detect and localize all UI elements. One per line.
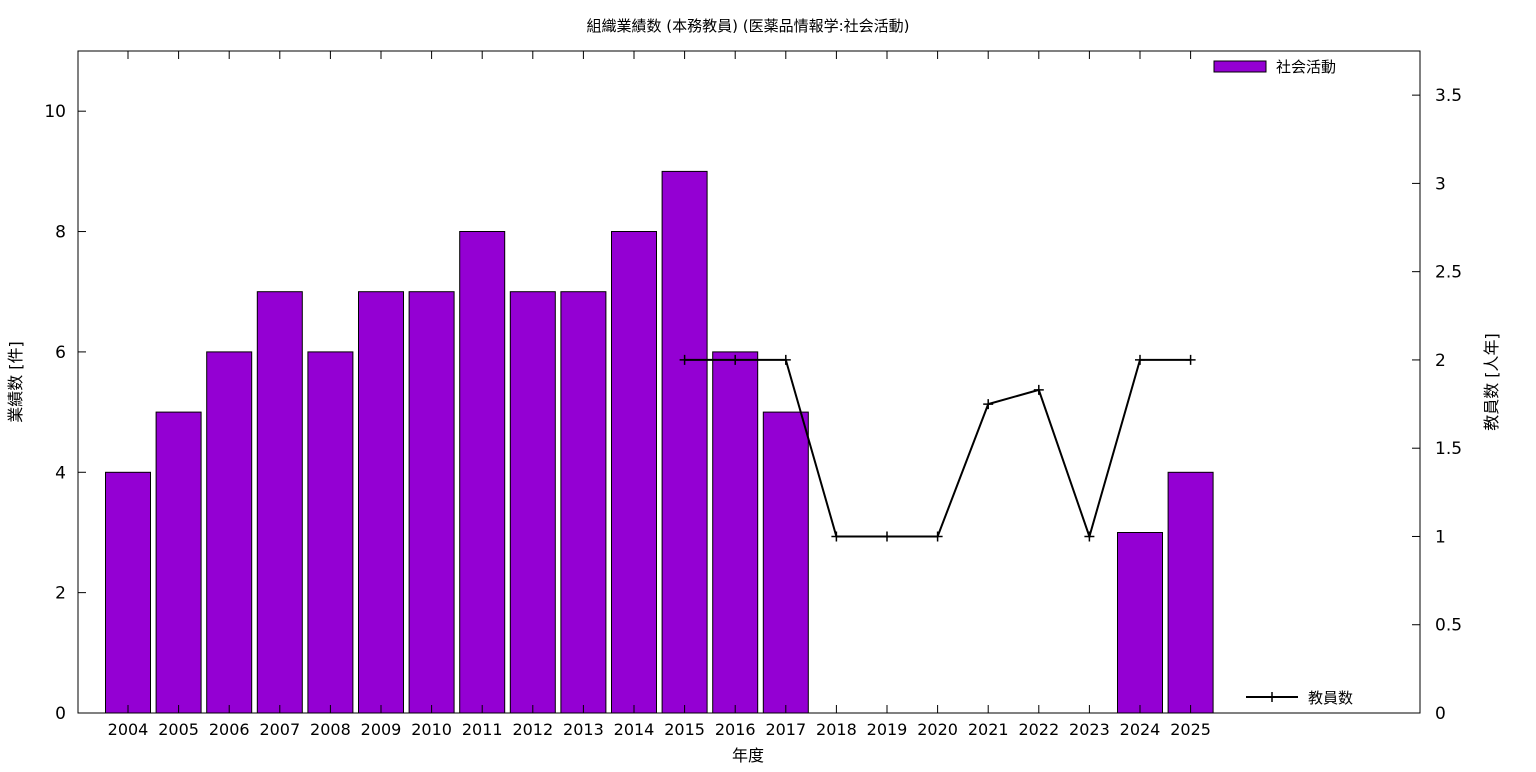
- x-axis-label: 年度: [732, 746, 764, 765]
- x-tick-label: 2025: [1170, 720, 1211, 739]
- bar-2006: [206, 351, 253, 714]
- x-tick-label: 2016: [715, 720, 756, 739]
- line-series-group: [679, 354, 1196, 542]
- line-point-2016: [730, 354, 741, 365]
- line-point-2018: [831, 531, 842, 542]
- x-tick-label: 2014: [614, 720, 655, 739]
- bar-2009: [358, 291, 404, 714]
- bar-2013: [560, 291, 607, 714]
- y2-tick-label: 2.5: [1435, 263, 1462, 283]
- y-axis-label: 業績数 [件]: [6, 341, 25, 423]
- y2-tick-label: 2: [1435, 351, 1446, 371]
- y2-tick-label: 3: [1435, 174, 1446, 194]
- x-tick-label: 2018: [816, 720, 857, 739]
- y2-tick-label: 3.5: [1435, 86, 1462, 106]
- x-tick-label: 2012: [512, 720, 553, 739]
- x-tick-label: 2005: [158, 720, 199, 739]
- x-tick-label: 2019: [867, 720, 908, 739]
- y2-tick-label: 0: [1435, 704, 1446, 724]
- bar-2007: [256, 291, 303, 714]
- y-tick-label: 8: [55, 223, 66, 243]
- y2-tick-label: 1.5: [1435, 439, 1462, 459]
- bar-2008: [307, 351, 354, 714]
- legend-bars: 社会活動: [1213, 58, 1336, 76]
- line-point-2022: [1033, 384, 1044, 395]
- bar-2005: [155, 411, 202, 714]
- legend-bar-swatch: [1213, 60, 1267, 73]
- x-tick-label: 2008: [310, 720, 351, 739]
- x-tick-label: 2011: [462, 720, 503, 739]
- x-tick-label: 2010: [411, 720, 452, 739]
- x-tick-label: 2004: [108, 720, 149, 739]
- line-point-2020: [932, 531, 943, 542]
- bar-2014: [611, 231, 657, 714]
- x-tick-label: 2007: [259, 720, 300, 739]
- x-tick-label: 2022: [1018, 720, 1059, 739]
- chart-title: 組織業績数 (本務教員) (医薬品情報学:社会活動): [586, 17, 909, 35]
- line-point-2017: [780, 354, 791, 365]
- x-tick-label: 2024: [1120, 720, 1161, 739]
- y2-axis-label: 教員数 [人年]: [1482, 333, 1501, 431]
- bar-2015: [661, 170, 708, 714]
- y-tick-label: 6: [55, 343, 66, 363]
- line-point-2023: [1084, 531, 1095, 542]
- y2-tick-label: 1: [1435, 527, 1446, 547]
- bar-2025: [1167, 471, 1214, 714]
- x-tick-label: 2023: [1069, 720, 1110, 739]
- x-axis: 2004 2005 2006 2007 2008 2009 2010 2011 2012 2013…: [108, 51, 1211, 739]
- bar-2016: [712, 351, 759, 714]
- line-teacher-count: [684, 358, 1191, 540]
- bar-2012: [509, 291, 556, 714]
- x-tick-label: 2020: [917, 720, 958, 739]
- legend-line-label: 教員数: [1308, 689, 1353, 707]
- y-tick-label: 0: [55, 704, 66, 724]
- y-tick-label: 2: [55, 584, 66, 604]
- line-point-2019: [882, 531, 892, 542]
- bar-2010: [408, 291, 455, 714]
- bar-2004: [105, 471, 151, 714]
- bar-2024: [1117, 532, 1163, 714]
- bar-2011: [459, 231, 506, 714]
- y-axis-right: 0 0.5 1 1.5 2 2.5 3 3.5: [1412, 86, 1462, 724]
- y-tick-label: 4: [55, 463, 66, 483]
- x-tick-label: 2021: [968, 720, 1009, 739]
- x-tick-label: 2013: [563, 720, 604, 739]
- bar-2017: [762, 411, 809, 714]
- line-point-2024: [1135, 354, 1145, 365]
- y-tick-label: 10: [44, 102, 66, 122]
- x-tick-label: 2006: [209, 720, 250, 739]
- x-tick-label: 2017: [765, 720, 806, 739]
- line-point-2021: [983, 399, 994, 410]
- y-axis-left: 0 2 4 6 8 10: [44, 102, 86, 724]
- legend-bar-label: 社会活動: [1276, 58, 1336, 76]
- y2-tick-label: 0.5: [1435, 616, 1462, 636]
- line-point-2025: [1185, 354, 1196, 365]
- bars-group: [105, 170, 1214, 714]
- line-point-2015: [679, 354, 690, 365]
- x-tick-label: 2009: [361, 720, 402, 739]
- legend-line: 教員数: [1246, 689, 1353, 707]
- x-tick-label: 2015: [664, 720, 705, 739]
